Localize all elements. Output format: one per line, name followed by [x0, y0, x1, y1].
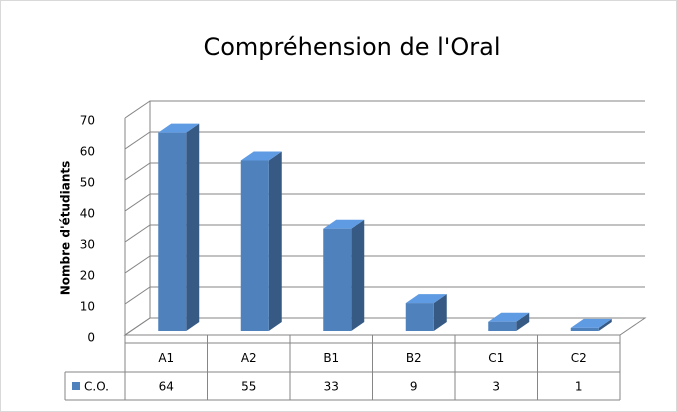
bar-top: [240, 151, 282, 161]
grid-line: [124, 286, 645, 305]
bar: [488, 321, 517, 331]
bar-side: [433, 294, 447, 331]
y-tick-label: 50: [80, 176, 95, 190]
x-tick-label: A2: [241, 351, 257, 365]
y-tick-label: 40: [80, 207, 95, 221]
bar-top: [405, 294, 447, 304]
bar-top: [488, 312, 530, 322]
bar-top: [323, 219, 365, 229]
y-tick-label: 30: [80, 238, 95, 252]
legend-label: C.O.: [84, 380, 109, 394]
x-tick-label: B2: [406, 351, 422, 365]
floor: [123, 317, 647, 336]
grid-line: [124, 162, 645, 181]
bar: [323, 228, 352, 331]
bar-side: [186, 123, 200, 331]
table-value: 1: [575, 380, 583, 394]
bar-side: [598, 318, 612, 331]
table-value: 33: [324, 380, 339, 394]
table-value: 55: [241, 380, 256, 394]
legend-swatch: [72, 382, 80, 390]
bar: [158, 132, 187, 331]
table-value: 3: [492, 380, 500, 394]
bar: [570, 327, 599, 331]
y-tick-label: 70: [80, 114, 95, 128]
bar-side: [351, 219, 365, 331]
bar-side: [516, 312, 530, 331]
chart-title: Compréhension de l'Oral: [203, 33, 500, 61]
x-tick-label: C2: [571, 351, 587, 365]
table-value: 9: [410, 380, 418, 394]
x-tick-label: C1: [488, 351, 504, 365]
table-value: 64: [159, 380, 174, 394]
grid-line: [124, 255, 645, 274]
grid-line: [124, 131, 645, 150]
grid-line: [124, 224, 645, 243]
x-tick-label: B1: [323, 351, 339, 365]
bar: [240, 160, 269, 331]
grid-line: [124, 193, 645, 212]
grid-line: [124, 100, 645, 119]
grid-line: [124, 317, 645, 336]
bar-top: [158, 123, 200, 133]
y-axis-label: Nombre d'étudiants: [59, 161, 73, 296]
y-tick-label: 10: [80, 300, 95, 314]
y-tick-label: 0: [87, 331, 95, 345]
bar-side: [268, 151, 282, 331]
bar-top: [570, 318, 612, 328]
y-tick-label: 20: [80, 269, 95, 283]
y-tick-label: 60: [80, 145, 95, 159]
x-tick-label: A1: [158, 351, 174, 365]
bar: [405, 303, 434, 331]
